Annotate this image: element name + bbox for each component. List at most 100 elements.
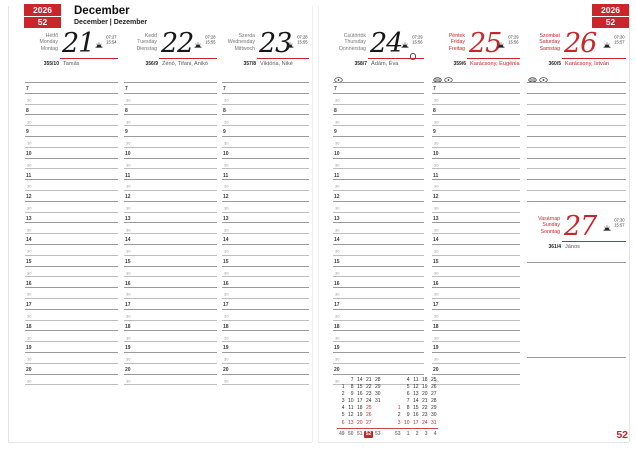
mini-calendar-day: 28 — [374, 377, 381, 383]
half-hour-line: 30 — [432, 202, 520, 213]
mini-calendar-day: 11 — [348, 405, 354, 412]
hour-line: 11 — [222, 169, 309, 181]
day-column-saturday-sunday: Szombat Saturday Samstag 26 07:30 15:57 360/5 K… — [527, 30, 626, 360]
schedule-lines: 7 30 8 30 9 30 10 30 11 30 12 30 13 30 14 30 15 30 16 30 17 3… — [333, 82, 424, 386]
sunrise-time: 07:29 — [412, 35, 423, 41]
day-column-wednesday: Szerda Wednesday Mittwoch 23 07:28 15:55 357/8… — [222, 30, 309, 386]
half-hour-line: 30 — [222, 353, 309, 364]
half-hour-line: 30 — [333, 288, 424, 299]
hour-line: 8 — [222, 105, 309, 116]
mini-calendar-day: 1 — [341, 384, 345, 391]
tab-year: 2026 — [24, 4, 61, 17]
half-hour-label: 30 — [434, 357, 439, 363]
half-hour-line: 30 — [432, 310, 520, 321]
hour-label: 11 — [433, 172, 439, 179]
hour-label: 17 — [26, 302, 32, 309]
half-hour-label: 30 — [434, 271, 439, 276]
mini-calendar-day: 25 — [365, 405, 372, 412]
half-hour-line: 30 — [432, 375, 520, 386]
mini-calendar-day: 3 — [397, 419, 401, 426]
day-name: Friday — [450, 39, 465, 46]
half-hour-label: 30 — [126, 163, 131, 168]
mini-calendar-day: 31 — [374, 398, 381, 405]
day-header: Péntek Friday Freitag 25 07:29 15:56 359/6 Kará… — [432, 30, 520, 83]
half-hour-label: 30 — [434, 119, 439, 125]
mini-calendar-day: 20 — [356, 419, 363, 426]
sunrise-sunset-icon — [95, 36, 103, 54]
day-subrow: 361/4 János — [527, 244, 626, 250]
hour-label: 20 — [223, 367, 229, 374]
hour-label: 7 — [433, 86, 436, 93]
mini-calendar-day: 26 — [365, 412, 372, 419]
mini-calendar-day: 25 — [430, 377, 437, 383]
sun-times-block: 07:27 15:54 — [95, 35, 117, 54]
hour-label: 11 — [223, 172, 229, 179]
half-hour-label: 30 — [27, 292, 32, 298]
hour-line: 17 — [222, 299, 309, 310]
day-column-monday: Hétfő Monday Montag 21 07:27 15:54 355/10 Tamás… — [25, 30, 118, 386]
half-hour-label: 30 — [335, 206, 340, 212]
sun-times-block: 07:28 15:55 — [194, 35, 216, 54]
day-underline — [159, 57, 217, 60]
hour-line: 18 — [333, 321, 424, 332]
half-hour-line: 30 — [333, 202, 424, 213]
mini-calendar-day: 23 — [365, 391, 372, 398]
hour-label: 7 — [125, 86, 128, 93]
hour-label: 15 — [334, 259, 340, 266]
half-hour-label: 30 — [27, 141, 32, 147]
month-title: December — [74, 5, 130, 17]
half-hour-label: 30 — [434, 292, 439, 298]
day-name: Szerda — [238, 33, 255, 39]
right-page-edge — [629, 6, 630, 442]
half-hour-line: 30 — [25, 159, 118, 170]
half-hour-line: 30 — [124, 331, 217, 343]
hour-line: 15 — [333, 256, 424, 267]
tab-week: 52 — [605, 17, 616, 27]
half-hour-line: 30 — [25, 375, 118, 386]
hour-line: 13 — [333, 213, 424, 224]
mini-calendar-day: 15 — [356, 384, 363, 391]
mini-calendar-day: 24 — [421, 419, 428, 426]
mini-calendar-day — [393, 384, 402, 391]
sun-times-block: 07:30 15:57 — [603, 35, 625, 54]
half-hour-line: 30 — [25, 180, 118, 191]
half-hour-label: 30 — [126, 314, 131, 320]
sun-times: 07:30 15:57 — [615, 218, 625, 228]
hour-label: 14 — [433, 237, 439, 244]
half-hour-line: 30 — [222, 375, 309, 386]
hour-label: 19 — [433, 345, 439, 352]
day-name: Csütörtök — [343, 33, 366, 39]
day-name: Monday — [39, 39, 58, 46]
mini-calendar-day: 6 — [406, 391, 410, 398]
hour-label: 10 — [433, 151, 439, 158]
hour-label: 11 — [334, 172, 340, 179]
half-hour-line: 30 — [124, 202, 217, 213]
day-name: Vasárnap — [538, 216, 560, 222]
hour-line: 11 — [333, 169, 424, 181]
hour-label: 19 — [26, 345, 32, 352]
hour-line: 13 — [124, 213, 217, 224]
hour-label: 9 — [26, 129, 29, 136]
note-line — [527, 94, 626, 105]
current-week-number: 52 — [364, 430, 373, 438]
hour-label: 10 — [125, 151, 131, 158]
mini-calendar-day: 8 — [350, 384, 354, 391]
hour-line: 15 — [222, 256, 309, 267]
half-hour-label: 30 — [126, 184, 131, 190]
week-numbers-december: 49 50 51 52 53 — [337, 430, 382, 438]
hour-label: 19 — [125, 345, 131, 352]
week-number: 4 — [433, 430, 437, 437]
mini-calendar-day: 24 — [365, 398, 372, 405]
half-hour-line: 30 — [333, 180, 424, 191]
day-subrow: 357/8 Viktória, Niké — [222, 61, 309, 67]
hour-line: 16 — [25, 277, 118, 289]
sunrise-sunset-icon — [497, 36, 505, 54]
half-hour-line: 30 — [25, 94, 118, 105]
mini-calendar-day: 27 — [430, 391, 437, 398]
mini-calendar-day: 29 — [430, 405, 437, 412]
hour-label: 12 — [223, 194, 229, 201]
half-hour-label: 30 — [224, 141, 229, 147]
hour-label: 15 — [26, 259, 32, 266]
hour-label: 8 — [26, 107, 29, 114]
hour-line: 19 — [222, 342, 309, 353]
